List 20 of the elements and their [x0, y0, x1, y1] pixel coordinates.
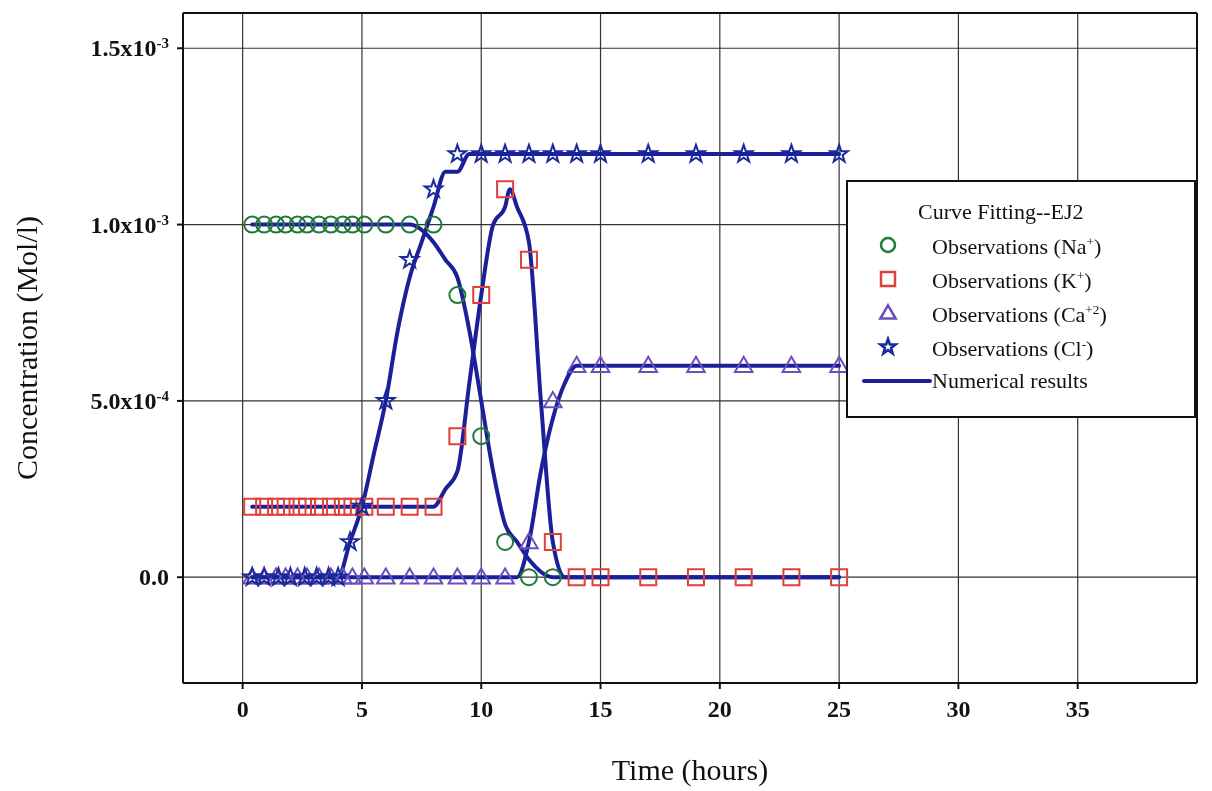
legend-label: Observations (Ca$^{+2}$) [932, 302, 1107, 328]
y-tick-label: 1.0x10$^{-3}$ [90, 211, 169, 238]
x-tick-label: 25 [827, 696, 852, 722]
x-tick-label: 20 [707, 696, 732, 722]
legend-label: Observations (K$^{+}$) [932, 268, 1092, 294]
x-tick-label: 35 [1065, 696, 1090, 722]
x-axis-title: Time (hours) [611, 753, 769, 787]
x-tick-label: 10 [469, 696, 494, 722]
legend-label: Observations (Cl$^{-}$) [932, 336, 1094, 362]
y-tick-label: 0.0 [139, 564, 169, 591]
x-tick-label: 30 [946, 696, 971, 722]
y-tick-label: 5.0x10$^{-4}$ [90, 387, 170, 414]
y-axis-title: Concentration (Mol/l) [9, 215, 44, 481]
x-tick-label: 15 [588, 696, 613, 722]
legend-label: Observations (Na$^{+}$) [932, 234, 1102, 260]
x-tick-label: 5 [355, 696, 368, 722]
x-tick-label: 0 [236, 696, 249, 722]
legend-label: Numerical results [932, 368, 1088, 393]
legend-title: Curve Fitting--EJ2 [918, 199, 1084, 224]
y-tick-label: 1.5x10$^{-3}$ [90, 35, 169, 62]
